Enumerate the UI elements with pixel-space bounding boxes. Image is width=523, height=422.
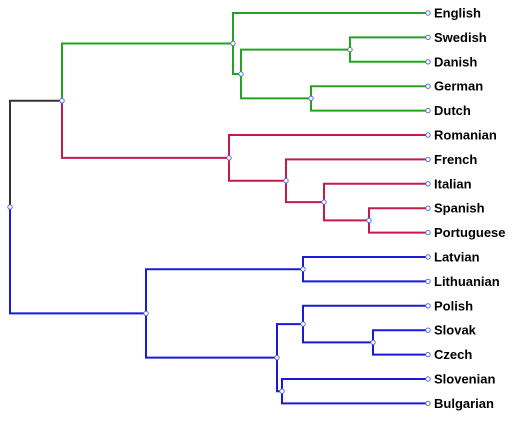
branch-line	[61, 99, 230, 159]
branch-line	[9, 99, 63, 209]
internal-node-marker	[347, 46, 353, 53]
internal-node-marker	[238, 71, 244, 77]
branch-line	[232, 12, 429, 45]
leaf-label-swedish: Swedish	[434, 30, 487, 45]
branch-line	[281, 390, 429, 405]
leaf-node-marker	[425, 351, 431, 358]
leaf-label-slovenian: Slovenian	[434, 372, 495, 387]
internal-node-marker	[59, 97, 65, 104]
leaf-node-marker	[425, 34, 431, 41]
leaf-node-marker	[425, 83, 431, 89]
dendrogram-branches	[9, 12, 429, 405]
leaf-label-english: English	[434, 6, 481, 21]
leaf-node-marker	[425, 400, 431, 407]
branch-line	[349, 48, 429, 63]
branch-line	[145, 312, 278, 359]
leaf-label-french: French	[434, 152, 477, 167]
leaf-label-spanish: Spanish	[434, 201, 485, 216]
branch-line	[285, 158, 429, 182]
branch-line	[61, 42, 234, 102]
leaf-node-marker	[425, 205, 431, 211]
internal-node-marker	[370, 339, 376, 346]
internal-node-marker	[279, 388, 285, 394]
leaf-label-danish: Danish	[434, 54, 477, 69]
branch-line	[9, 206, 147, 315]
branch-line	[349, 36, 429, 51]
leaf-node-marker	[425, 59, 431, 65]
dendrogram-nodes	[7, 10, 431, 407]
internal-node-marker	[7, 204, 13, 210]
branch-line	[310, 85, 429, 100]
leaf-label-latvian: Latvian	[434, 250, 480, 265]
leaf-node-marker	[425, 303, 431, 309]
branch-line	[302, 268, 429, 283]
branch-line	[302, 256, 429, 271]
branch-line	[323, 182, 429, 204]
branch-line	[372, 341, 429, 356]
internal-node-marker	[300, 321, 306, 327]
leaf-label-italian: Italian	[434, 176, 472, 191]
internal-node-marker	[230, 40, 236, 47]
branch-line	[302, 323, 374, 344]
internal-node-marker	[321, 199, 327, 205]
leaf-label-dutch: Dutch	[434, 103, 471, 118]
branch-line	[240, 48, 351, 75]
leaf-node-marker	[425, 327, 431, 333]
leaf-node-marker	[425, 254, 431, 260]
internal-node-marker	[226, 155, 232, 161]
leaf-node-marker	[425, 10, 431, 16]
leaf-node-marker	[425, 107, 431, 114]
branch-line	[302, 304, 429, 326]
branch-line	[323, 201, 370, 222]
leaf-label-romanian: Romanian	[434, 128, 497, 143]
branch-line	[232, 42, 242, 75]
leaf-node-marker	[425, 156, 431, 163]
leaf-node-marker	[425, 278, 431, 285]
leaf-node-marker	[425, 376, 431, 382]
internal-node-marker	[300, 266, 306, 272]
internal-node-marker	[366, 217, 372, 224]
leaf-label-portuguese: Portuguese	[434, 225, 506, 240]
internal-node-marker	[274, 354, 280, 361]
internal-node-marker	[143, 310, 149, 317]
leaf-node-marker	[425, 229, 431, 236]
branch-line	[228, 156, 287, 182]
branch-line	[281, 378, 429, 393]
branch-line	[310, 97, 429, 112]
branch-line	[368, 207, 429, 222]
leaf-label-polish: Polish	[434, 298, 473, 313]
leaf-node-marker	[425, 181, 431, 187]
branch-line	[145, 268, 304, 315]
branch-line	[240, 73, 312, 100]
leaf-label-czech: Czech	[434, 347, 472, 362]
leaf-label-lithuanian: Lithuanian	[434, 274, 500, 289]
branch-line	[368, 219, 429, 234]
branch-line	[285, 179, 325, 204]
leaf-label-bulgarian: Bulgarian	[434, 396, 494, 411]
branch-line	[276, 323, 304, 359]
leaf-node-marker	[425, 132, 431, 138]
leaf-label-german: German	[434, 79, 483, 94]
leaf-labels: English Swedish Danish German Dutch Romanian F…	[434, 6, 506, 411]
internal-node-marker	[308, 95, 314, 102]
leaf-label-slovak: Slovak	[434, 323, 477, 338]
branch-line	[228, 134, 429, 159]
internal-node-marker	[283, 178, 289, 184]
branch-line	[372, 329, 429, 344]
